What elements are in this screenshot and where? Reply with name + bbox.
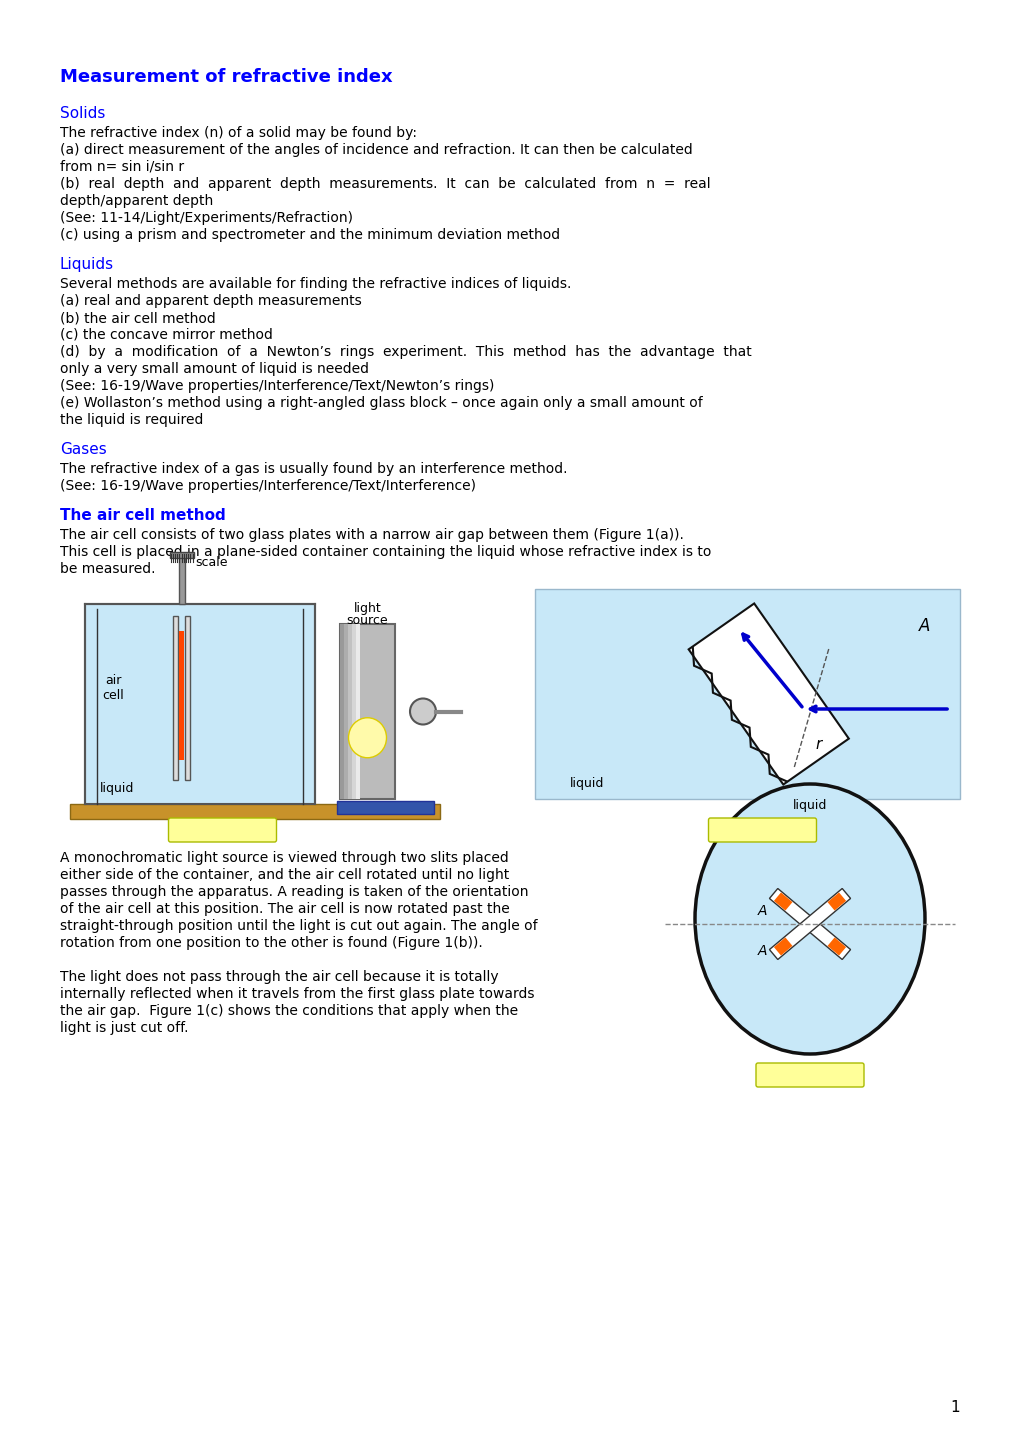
Bar (173, 616, 178, 781)
Text: liquid: liquid (792, 799, 826, 812)
Bar (178, 554, 184, 605)
Text: The air cell method: The air cell method (60, 508, 225, 522)
Text: The refractive index (n) of a solid may be found by:: The refractive index (n) of a solid may … (60, 126, 417, 140)
Text: be measured.: be measured. (60, 561, 155, 576)
Text: (a) real and apparent depth measurements: (a) real and apparent depth measurements (60, 294, 362, 307)
Text: of the air cell at this position. The air cell is now rotated past the: of the air cell at this position. The ai… (60, 902, 510, 916)
Text: straight-through position until the light is cut out again. The angle of: straight-through position until the ligh… (60, 919, 537, 934)
Text: Liquids: Liquids (60, 257, 114, 271)
Text: (See: 16-19/Wave properties/Interference/Text/Interference): (See: 16-19/Wave properties/Interference… (60, 479, 476, 494)
Text: liquid: liquid (100, 782, 135, 795)
Text: This cell is placed in a plane-sided container containing the liquid whose refra: This cell is placed in a plane-sided con… (60, 545, 710, 558)
Bar (85, 605, 315, 804)
Bar (184, 616, 190, 781)
Text: internally reflected when it travels from the first glass plate towards: internally reflected when it travels fro… (60, 987, 534, 1001)
Text: (b) the air cell method: (b) the air cell method (60, 312, 216, 325)
Text: light is just cut off.: light is just cut off. (60, 1022, 189, 1035)
Text: The refractive index of a gas is usually found by an interference method.: The refractive index of a gas is usually… (60, 462, 567, 476)
Polygon shape (768, 889, 850, 960)
Text: source: source (346, 615, 388, 628)
Text: (a) direct measurement of the angles of incidence and refraction. It can then be: (a) direct measurement of the angles of … (60, 143, 692, 157)
Polygon shape (768, 889, 850, 960)
Text: Solids: Solids (60, 105, 105, 121)
FancyBboxPatch shape (755, 1063, 863, 1087)
Text: The light does not pass through the air cell because it is totally: The light does not pass through the air … (60, 970, 498, 984)
Bar (339, 623, 394, 799)
Text: (b)  real  depth  and  apparent  depth  measurements.  It  can  be  calculated  : (b) real depth and apparent depth measur… (60, 177, 710, 190)
Text: only a very small amount of liquid is needed: only a very small amount of liquid is ne… (60, 362, 369, 377)
Circle shape (410, 698, 435, 724)
Text: depth/apparent depth: depth/apparent depth (60, 193, 213, 208)
Text: A monochromatic light source is viewed through two slits placed: A monochromatic light source is viewed t… (60, 851, 508, 864)
Bar (339, 623, 343, 799)
Text: The air cell consists of two glass plates with a narrow air gap between them (Fi: The air cell consists of two glass plate… (60, 528, 683, 543)
Bar (336, 801, 433, 814)
Text: (c) using a prism and spectrometer and the minimum deviation method: (c) using a prism and spectrometer and t… (60, 228, 559, 242)
Text: the liquid is required: the liquid is required (60, 413, 203, 427)
Polygon shape (826, 938, 846, 955)
Text: (c) the concave mirror method: (c) the concave mirror method (60, 328, 273, 342)
Text: Figure 1(c): Figure 1(c) (772, 1068, 847, 1082)
Bar (347, 623, 352, 799)
Text: liquid: liquid (570, 776, 604, 789)
Text: A: A (756, 944, 766, 958)
Text: Measurement of refractive index: Measurement of refractive index (60, 68, 392, 87)
Text: cell: cell (102, 688, 123, 701)
Text: either side of the container, and the air cell rotated until no light: either side of the container, and the ai… (60, 869, 508, 882)
Bar (178, 631, 183, 760)
Ellipse shape (694, 784, 924, 1053)
Text: A: A (756, 903, 766, 918)
Text: Gases: Gases (60, 442, 107, 457)
Text: the air gap.  Figure 1(c) shows the conditions that apply when the: the air gap. Figure 1(c) shows the condi… (60, 1004, 518, 1017)
Bar (535, 589, 959, 799)
Text: (See: 11-14/Light/Experiments/Refraction): (See: 11-14/Light/Experiments/Refraction… (60, 211, 353, 225)
Text: air: air (105, 674, 121, 687)
Text: (d)  by  a  modification  of  a  Newton’s  rings  experiment.  This  method  has: (d) by a modification of a Newton’s ring… (60, 345, 751, 359)
Text: scale: scale (196, 556, 228, 569)
FancyBboxPatch shape (168, 818, 276, 843)
Polygon shape (70, 804, 439, 820)
Text: Several methods are available for finding the refractive indices of liquids.: Several methods are available for findin… (60, 277, 571, 291)
Text: Figure 1(b): Figure 1(b) (725, 823, 800, 837)
Text: from n= sin i/sin r: from n= sin i/sin r (60, 160, 184, 175)
Text: r: r (815, 737, 821, 752)
Bar (352, 623, 356, 799)
Polygon shape (826, 892, 846, 911)
Bar (169, 553, 194, 558)
Polygon shape (688, 603, 848, 785)
FancyBboxPatch shape (708, 818, 815, 843)
Text: light: light (354, 602, 381, 615)
Text: Figure 1(a): Figure 1(a) (184, 823, 260, 837)
Text: passes through the apparatus. A reading is taken of the orientation: passes through the apparatus. A reading … (60, 885, 528, 899)
Bar (356, 623, 360, 799)
Text: A: A (918, 618, 929, 635)
Bar (343, 623, 347, 799)
Polygon shape (773, 892, 792, 911)
Text: (e) Wollaston’s method using a right-angled glass block – once again only a smal: (e) Wollaston’s method using a right-ang… (60, 395, 702, 410)
Ellipse shape (348, 717, 386, 758)
Text: 1: 1 (950, 1400, 959, 1416)
Text: (See: 16-19/Wave properties/Interference/Text/Newton’s rings): (See: 16-19/Wave properties/Interference… (60, 380, 494, 392)
Text: rotation from one position to the other is found (Figure 1(b)).: rotation from one position to the other … (60, 937, 482, 949)
Polygon shape (773, 938, 792, 955)
